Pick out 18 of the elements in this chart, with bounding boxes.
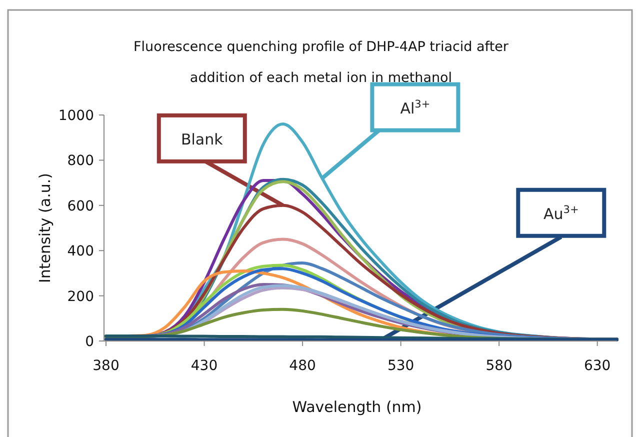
y-tick-label: 800 <box>67 153 94 170</box>
x-tick-label: 480 <box>289 358 316 374</box>
chart-title: Fluorescence quenching profile of DHP-4AP triacid after addition of each metal ion in methanol <box>134 39 509 86</box>
y-tick-label: 600 <box>67 198 94 214</box>
x-tick-label: 380 <box>92 358 120 374</box>
y-tick-label: 200 <box>67 288 94 305</box>
text: Al$^{3+}$ <box>400 98 430 118</box>
x-tick-label: 530 <box>387 358 414 374</box>
x-axis-title: Wavelength (nm) <box>292 398 422 416</box>
text: Blank <box>180 130 224 148</box>
y-tick-label: 1000 <box>58 108 94 124</box>
y-tick-label: 400 <box>67 244 94 260</box>
y-axis-title: Intensity (a.u.) <box>36 173 54 283</box>
x-tick-label: 580 <box>486 358 512 374</box>
x-tick-label: 630 <box>584 358 611 374</box>
y-tick-label: 0 <box>85 334 94 350</box>
text: Au$^{3+}$ <box>544 204 579 223</box>
x-tick-label: 430 <box>190 358 218 374</box>
